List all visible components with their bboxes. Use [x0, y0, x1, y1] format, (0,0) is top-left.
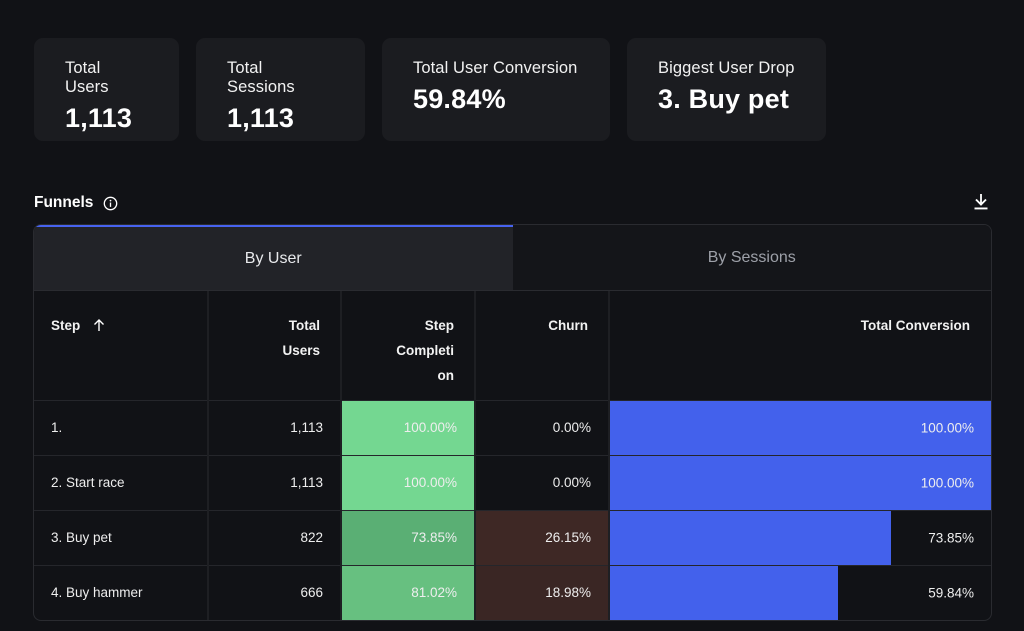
conversion-value: 59.84%	[928, 585, 974, 601]
card-value: 3. Buy pet	[658, 84, 790, 114]
cell-step-completion: 73.85%	[341, 509, 476, 565]
column-label: Total Conversion	[860, 318, 970, 333]
conversion-value: 73.85%	[928, 530, 974, 545]
info-icon[interactable]	[103, 196, 118, 211]
card-total-sessions: Total Sessions 1,113	[196, 38, 365, 141]
column-label: Step	[424, 318, 454, 333]
sort-ascending-icon[interactable]	[92, 318, 106, 332]
cell-total-conversion: 59.84%	[609, 564, 991, 620]
section-title: Funnels	[34, 194, 94, 211]
cell-churn: 0.00%	[475, 399, 610, 455]
column-header-total-conversion[interactable]: Total Conversion	[609, 291, 991, 400]
funnel-panel: By User By Sessions Step Total Users Ste	[33, 224, 992, 621]
column-header-step-completion[interactable]: Step Completi on	[341, 291, 476, 400]
summary-cards: Total Users 1,113 Total Sessions 1,113 T…	[34, 38, 826, 141]
card-value: 1,113	[65, 103, 133, 133]
tab-by-user[interactable]: By User	[34, 225, 513, 290]
card-label: Total Users	[65, 59, 109, 96]
cell-churn: 18.98%	[475, 564, 610, 620]
cell-total-conversion: 100.00%	[609, 454, 991, 510]
cell-step-completion: 100.00%	[341, 454, 476, 510]
table-row: 2. Start race 1,113 100.00% 0.00% 100.00…	[34, 454, 991, 510]
column-label: Total	[288, 318, 320, 333]
card-value: 59.84%	[413, 84, 506, 114]
column-header-step[interactable]: Step	[34, 291, 209, 400]
table-row: 1. 1,113 100.00% 0.00% 100.00%	[34, 399, 991, 455]
column-header-total-users[interactable]: Total Users	[208, 291, 342, 400]
cell-total-conversion: 73.85%	[609, 509, 991, 565]
download-icon[interactable]	[973, 193, 989, 211]
conversion-bar	[610, 400, 991, 455]
card-total-users: Total Users 1,113	[34, 38, 179, 141]
card-total-user-conversion: Total User Conversion 59.84%	[382, 38, 610, 141]
column-label: Step	[51, 318, 81, 333]
cell-step: 4. Buy hammer	[34, 564, 209, 620]
cell-churn: 26.15%	[475, 509, 610, 565]
conversion-value: 100.00%	[920, 420, 974, 435]
card-biggest-user-drop: Biggest User Drop 3. Buy pet	[627, 38, 826, 141]
cell-total-users: 666	[208, 564, 342, 620]
conversion-value: 100.00%	[920, 475, 974, 490]
cell-step-completion: 81.02%	[341, 564, 476, 620]
cell-total-conversion: 100.00%	[609, 399, 991, 455]
funnel-tabs: By User By Sessions	[34, 225, 991, 291]
table-row: 3. Buy pet 822 73.85% 26.15% 73.85%	[34, 509, 991, 565]
cell-step: 1.	[34, 399, 209, 455]
cell-churn: 0.00%	[475, 454, 610, 510]
conversion-bar	[610, 455, 991, 510]
card-label: Total Sessions	[227, 59, 295, 96]
cell-total-users: 1,113	[208, 454, 342, 510]
conversion-bar	[610, 510, 892, 565]
card-label: Total User Conversion	[413, 59, 578, 77]
card-value: 1,113	[227, 103, 295, 133]
column-label: Completi	[396, 343, 454, 358]
conversion-bar	[610, 565, 838, 620]
column-label: Churn	[548, 318, 588, 333]
tab-by-sessions[interactable]: By Sessions	[512, 225, 991, 290]
cell-total-users: 1,113	[208, 399, 342, 455]
column-header-churn[interactable]: Churn	[475, 291, 610, 400]
column-label: on	[437, 368, 455, 383]
funnels-header: Funnels	[34, 193, 991, 213]
card-label: Biggest User Drop	[658, 59, 795, 77]
cell-step-completion: 100.00%	[341, 399, 476, 455]
cell-step: 3. Buy pet	[34, 509, 209, 565]
cell-total-users: 822	[208, 509, 342, 565]
funnel-table: Step Total Users Step Completi on Churn	[34, 291, 991, 620]
column-label: Users	[282, 343, 320, 358]
table-header-row: Step Total Users Step Completi on Churn	[34, 291, 991, 400]
table-row: 4. Buy hammer 666 81.02% 18.98% 59.84%	[34, 564, 991, 620]
cell-step: 2. Start race	[34, 454, 209, 510]
